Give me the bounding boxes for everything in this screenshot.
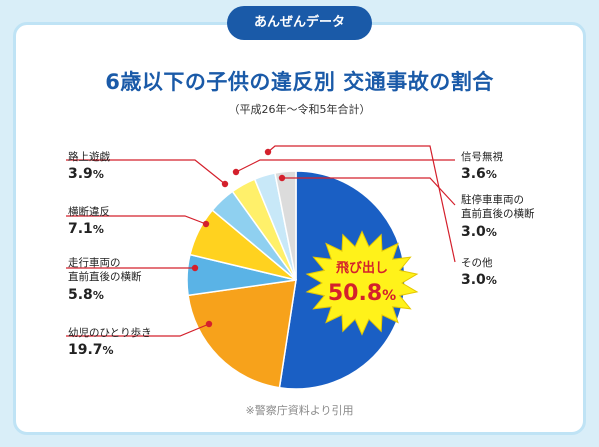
leader-dot-4 [232,168,240,176]
callout-label-other: その他 [461,257,493,269]
callout-value-signal-ignore: 3.6% [461,166,497,182]
callout-label-parked-vehicle: 駐停車車両の 直前直後の横断 [461,194,535,220]
leader-line-0 [66,159,226,185]
burst-label: 飛び出し [335,260,388,276]
callout-label-moving-vehicle: 走行車両の 直前直後の横断 [68,257,142,283]
leader-dot-1 [202,220,210,228]
callout-label-walk-alone: 幼児のひとり歩き [68,327,152,339]
leader-line-1 [66,215,207,225]
leader-dot-6 [264,148,272,156]
callout-value-parked-vehicle: 3.0% [461,224,497,240]
source-note: ※警察庁資料より引用 [245,404,354,417]
callout-label-crossing-violation: 横断違反 [68,206,110,218]
pie-slice-7 [274,170,297,281]
callout-value-other: 3.0% [461,272,497,288]
chart-title: 6歳以下の子供の違反別 交通事故の割合 [105,70,494,94]
callout-value-walk-alone: 19.7% [68,342,114,358]
burst-value: 50.8% [328,281,396,306]
callout-label-roadplay: 路上遊戯 [68,151,110,163]
leader-line-5 [282,177,456,206]
leader-dot-0 [221,180,229,188]
callout-label-signal-ignore: 信号無視 [461,151,503,163]
leader-line-3 [66,323,210,337]
pie-slice-1 [187,279,297,389]
callout-value-crossing-violation: 7.1% [68,221,104,237]
leader-line-6 [267,145,456,263]
leader-dot-3 [205,320,213,328]
section-badge: あんぜんデータ [227,6,372,40]
burst-star [305,230,419,336]
leader-dot-2 [191,264,199,272]
callout-value-moving-vehicle: 5.8% [68,287,104,303]
leader-line-4 [235,159,455,173]
leader-dot-5 [278,174,286,182]
chart-subtitle: （平成26年〜令和5年合計） [228,103,371,116]
callout-value-roadplay: 3.9% [68,166,104,182]
